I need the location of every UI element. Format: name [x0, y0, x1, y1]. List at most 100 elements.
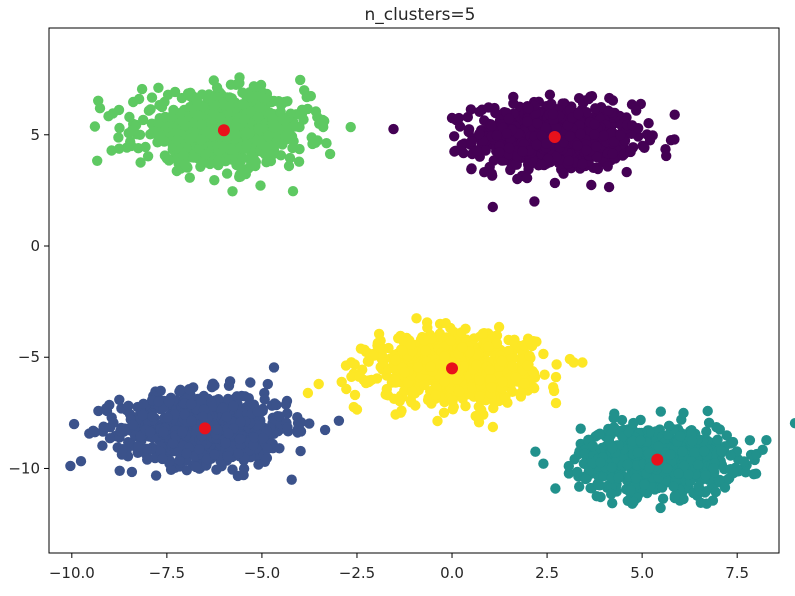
data-point — [259, 394, 270, 405]
data-point — [719, 482, 731, 493]
y-axis: 5 0 −5 −10 — [8, 126, 49, 477]
data-point — [191, 94, 202, 106]
data-point — [595, 457, 606, 468]
data-point — [211, 424, 223, 435]
data-point — [622, 459, 633, 470]
data-point — [153, 82, 164, 94]
data-point — [293, 156, 305, 167]
data-point — [362, 356, 374, 367]
data-point — [678, 407, 689, 419]
data-point — [550, 397, 562, 409]
data-point — [550, 483, 561, 494]
data-point — [223, 380, 235, 391]
data-point — [233, 448, 244, 459]
data-point — [226, 93, 237, 104]
data-point — [471, 145, 483, 156]
data-point — [377, 357, 389, 368]
data-point — [549, 177, 561, 189]
data-point — [390, 354, 401, 366]
data-point — [223, 428, 234, 439]
data-point — [761, 435, 772, 446]
data-point — [669, 109, 680, 120]
data-point — [148, 126, 159, 137]
data-point — [133, 143, 144, 154]
data-point — [677, 446, 688, 457]
data-point — [439, 376, 450, 387]
data-point — [544, 89, 556, 100]
data-point — [493, 321, 505, 333]
data-point — [412, 361, 424, 373]
data-point — [302, 387, 314, 399]
chart-title: n_clusters=5 — [364, 5, 475, 25]
scatter-points — [65, 72, 795, 514]
data-point — [276, 99, 287, 111]
data-point — [232, 470, 244, 482]
data-point — [190, 461, 201, 473]
data-point — [480, 145, 491, 156]
data-point — [448, 326, 459, 338]
data-point — [574, 481, 585, 492]
y-tick-label: −10 — [8, 459, 40, 477]
data-point — [714, 474, 725, 486]
data-point — [235, 171, 246, 182]
data-point — [463, 124, 475, 135]
data-point — [196, 119, 207, 130]
data-point — [146, 92, 158, 103]
data-point — [586, 91, 598, 102]
data-point — [551, 123, 562, 134]
data-point — [547, 109, 559, 120]
data-point — [157, 453, 168, 465]
data-point — [238, 463, 250, 474]
data-point — [280, 399, 292, 410]
data-point — [147, 411, 158, 422]
data-point — [194, 444, 205, 455]
data-point — [241, 127, 252, 138]
data-point — [488, 402, 499, 414]
data-point — [621, 166, 632, 178]
data-point — [474, 106, 485, 118]
data-point — [133, 93, 145, 105]
data-point — [519, 378, 530, 389]
data-point — [234, 434, 246, 445]
y-tick-label: 0 — [30, 237, 40, 255]
data-point — [491, 130, 503, 141]
data-point — [602, 161, 613, 172]
data-point — [721, 430, 732, 441]
data-point — [453, 386, 465, 397]
data-point — [663, 420, 675, 431]
data-point — [631, 105, 642, 116]
data-point — [738, 456, 750, 467]
data-point — [274, 443, 285, 454]
data-point — [563, 155, 574, 166]
data-point — [581, 144, 592, 156]
data-point — [613, 472, 624, 484]
data-point — [579, 448, 591, 459]
data-point — [155, 385, 166, 396]
data-point — [607, 442, 618, 454]
data-point — [460, 400, 471, 412]
data-point — [627, 120, 638, 131]
data-point — [75, 456, 87, 467]
data-point — [515, 387, 527, 399]
data-point — [572, 466, 583, 478]
data-point — [712, 434, 723, 445]
data-point — [497, 376, 508, 388]
data-point — [625, 485, 636, 496]
data-point — [603, 105, 614, 116]
data-point — [593, 479, 604, 491]
data-point — [321, 138, 332, 149]
data-point — [744, 435, 756, 446]
data-point — [88, 425, 99, 436]
data-point — [653, 441, 664, 452]
data-point — [179, 409, 190, 420]
data-point — [388, 123, 399, 135]
plot-frame — [48, 27, 780, 554]
data-point — [503, 142, 515, 154]
data-point — [239, 391, 251, 402]
data-point — [135, 157, 146, 168]
data-point — [206, 401, 218, 412]
data-point — [346, 371, 357, 382]
data-point — [603, 181, 615, 193]
data-point — [116, 449, 128, 460]
data-point — [710, 486, 721, 498]
